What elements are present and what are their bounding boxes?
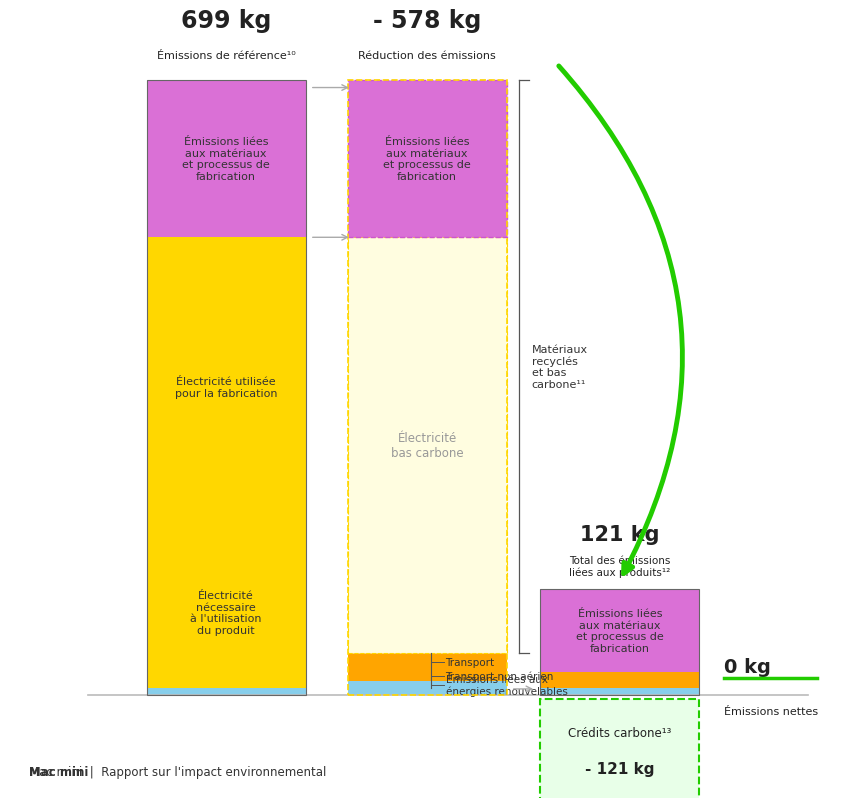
Text: Émissions liées aux
énergies renouvelables: Émissions liées aux énergies renouvelabl… [445,674,567,696]
Text: 121 kg: 121 kg [580,524,660,544]
Bar [348,80,507,695]
Bar [540,699,700,802]
Text: Émissions liées
aux matériaux
et processus de
fabrication: Émissions liées aux matériaux et process… [576,609,664,653]
Text: Émissions nettes: Émissions nettes [724,706,818,716]
Text: Émissions liées
aux matériaux
et processus de
fabrication: Émissions liées aux matériaux et process… [383,137,471,181]
Text: Matériaux
recyclés
et bas
carbone¹¹: Matériaux recyclés et bas carbone¹¹ [532,344,588,390]
Text: Transport: Transport [445,657,494,667]
Bar [147,537,305,688]
Bar [147,80,305,238]
Bar [348,653,507,670]
Text: 699 kg: 699 kg [181,10,271,33]
Text: Mac mini  |  Rapport sur l'impact environnemental: Mac mini | Rapport sur l'impact environn… [30,765,326,778]
Bar [348,670,507,681]
Bar [540,673,700,688]
Bar [540,688,700,695]
Text: - 578 kg: - 578 kg [373,10,482,33]
Bar [147,238,305,537]
Bar [540,589,700,673]
Text: Total des émissions
liées aux produits¹²: Total des émissions liées aux produits¹² [569,555,671,577]
Text: Crédits carbone¹³: Crédits carbone¹³ [568,726,672,739]
Text: Électricité utilisée
pour la fabrication: Électricité utilisée pour la fabrication [175,377,277,399]
Bar [147,688,305,695]
Text: Électricité
bas carbone: Électricité bas carbone [391,431,464,460]
Text: - 121 kg: - 121 kg [585,761,655,776]
Text: Mac mini: Mac mini [30,765,89,778]
Bar [348,681,507,688]
FancyArrowPatch shape [559,67,683,573]
Bar [348,238,507,653]
Text: Électricité
nécessaire
à l'utilisation
du produit: Électricité nécessaire à l'utilisation d… [190,590,262,635]
Text: Émissions de référence¹⁰: Émissions de référence¹⁰ [157,51,295,61]
Text: Transport non aérien: Transport non aérien [445,670,554,681]
Bar [348,80,507,238]
Text: Réduction des émissions: Réduction des émissions [358,51,496,61]
Bar [540,589,700,695]
Bar [348,688,507,695]
Text: Émissions liées
aux matériaux
et processus de
fabrication: Émissions liées aux matériaux et process… [182,137,270,181]
Text: 0 kg: 0 kg [724,657,772,675]
Bar [147,80,305,695]
